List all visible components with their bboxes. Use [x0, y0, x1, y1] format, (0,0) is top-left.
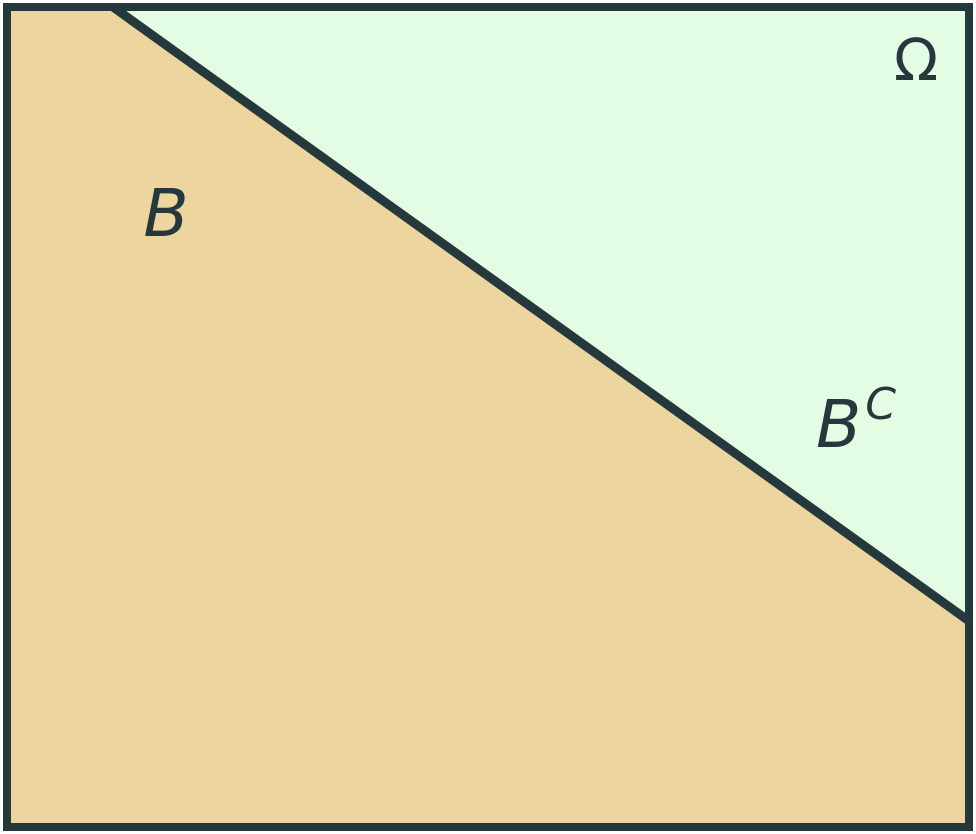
universe-label: Ω — [894, 26, 938, 94]
complement-label-base: B — [816, 386, 861, 463]
complement-label-superscript: C — [865, 379, 896, 430]
set-b-region — [7, 7, 969, 827]
set-boundary-line — [110, 3, 972, 625]
complement-label: BC — [816, 379, 896, 463]
set-b-label: B — [143, 175, 188, 252]
universe-border — [3, 3, 973, 831]
